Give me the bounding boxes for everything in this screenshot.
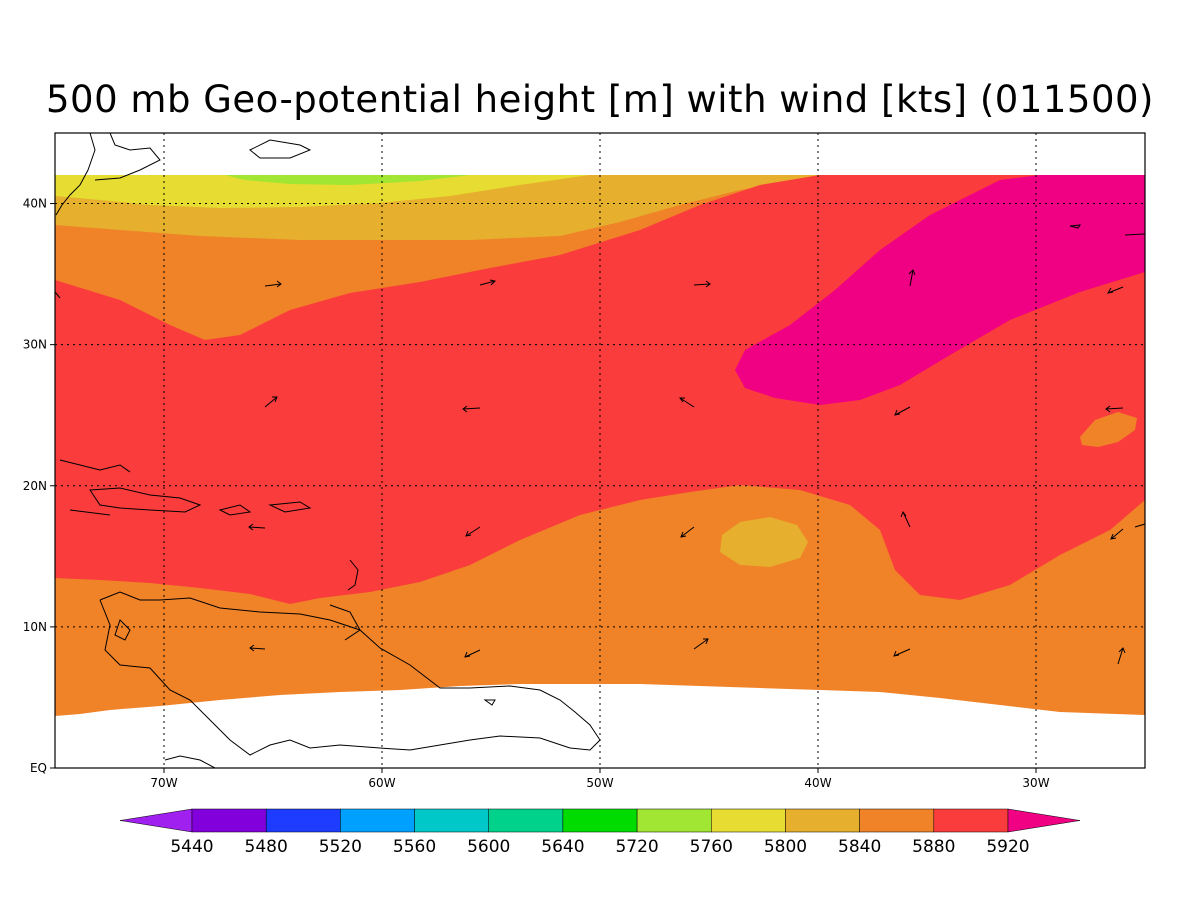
lon-axis: 70W 60W 50W 40W 30W bbox=[150, 768, 1050, 790]
colorbar-low-triangle bbox=[119, 808, 193, 833]
colorbar-swatch bbox=[711, 808, 786, 833]
contour-5960 bbox=[735, 175, 1145, 405]
colorbar-label: 5600 bbox=[467, 837, 510, 857]
lon-tick-label: 40W bbox=[804, 776, 831, 790]
height-field bbox=[55, 133, 1145, 768]
lat-tick-label: 20N bbox=[23, 479, 47, 493]
graticule bbox=[55, 133, 1145, 768]
colorbar-label: 5880 bbox=[912, 837, 955, 857]
colorbar-swatch bbox=[340, 808, 415, 833]
lat-tick-label: EQ bbox=[30, 761, 47, 775]
colorbar-label: 5720 bbox=[615, 837, 658, 857]
colorbar-label: 5520 bbox=[319, 837, 362, 857]
contour-5840-blob bbox=[720, 517, 808, 567]
colorbar-label: 5920 bbox=[986, 837, 1029, 857]
lon-tick-label: 30W bbox=[1022, 776, 1049, 790]
contour-5880-blob bbox=[1080, 412, 1137, 447]
colorbar: 5440 5480 5520 5560 5600 5640 5720 5760 5800 5840… bbox=[119, 808, 1081, 857]
colorbar-swatch bbox=[933, 808, 1009, 833]
colorbar-label: 5760 bbox=[690, 837, 733, 857]
colorbar-swatch bbox=[488, 808, 564, 833]
coastlines bbox=[55, 133, 1145, 768]
wind-vectors bbox=[55, 269, 1126, 665]
colorbar-label: 5560 bbox=[393, 837, 436, 857]
contour-5760 bbox=[225, 175, 470, 185]
colorbar-label: 5440 bbox=[170, 837, 213, 857]
colorbar-label: 5840 bbox=[838, 837, 881, 857]
lon-tick-label: 70W bbox=[150, 776, 177, 790]
contour-5800 bbox=[55, 175, 590, 208]
colorbar-swatch bbox=[191, 808, 267, 833]
colorbar-swatch bbox=[562, 808, 638, 833]
colorbar-swatch bbox=[785, 808, 860, 833]
colorbar-swatch bbox=[414, 808, 489, 833]
lon-tick-label: 50W bbox=[586, 776, 613, 790]
map-title: 500 mb Geo-potential height [m] with win… bbox=[46, 78, 1154, 121]
colorbar-label: 5800 bbox=[764, 837, 807, 857]
lat-tick-label: 10N bbox=[23, 620, 47, 634]
lon-tick-label: 60W bbox=[368, 776, 395, 790]
colorbar-swatch bbox=[636, 808, 712, 833]
colorbar-high-triangle bbox=[1007, 808, 1081, 833]
lat-axis: 40N 30N 20N 10N EQ bbox=[23, 197, 55, 775]
colorbar-label: 5640 bbox=[541, 837, 584, 857]
colorbar-label: 5480 bbox=[245, 837, 288, 857]
lat-tick-label: 30N bbox=[23, 338, 47, 352]
colorbar-swatch bbox=[859, 808, 935, 833]
lat-tick-label: 40N bbox=[23, 197, 47, 211]
colorbar-swatch bbox=[265, 808, 341, 833]
